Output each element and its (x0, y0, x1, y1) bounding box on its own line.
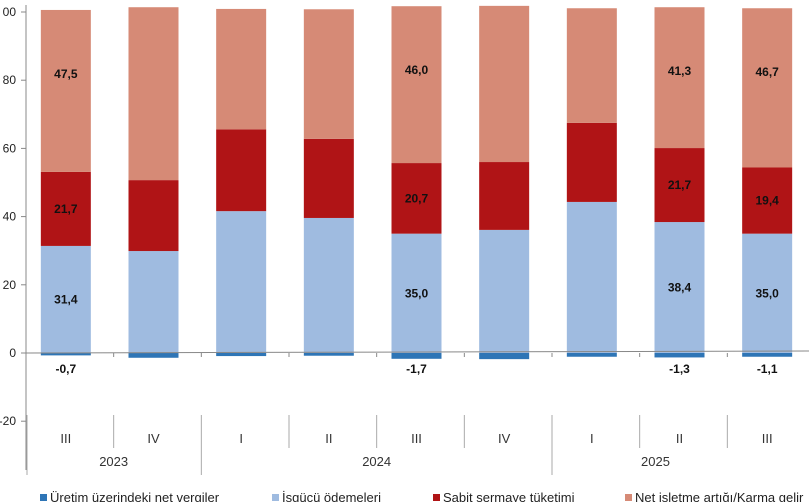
data-label: 41,3 (668, 64, 692, 78)
bars (40, 5, 793, 360)
bar-segment-1 (654, 353, 705, 358)
data-label: 21,7 (668, 178, 692, 192)
data-label: 31,4 (54, 292, 78, 306)
data-label: 19,4 (755, 194, 779, 208)
legend-label: İşgücü ödemeleri (282, 490, 381, 502)
data-label: -1,1 (757, 362, 778, 376)
bar-segment-4 (654, 7, 705, 149)
bar-segment-1 (303, 353, 354, 356)
bar-segment-3 (742, 167, 793, 234)
data-label: 47,5 (54, 67, 78, 81)
legend-swatch (625, 494, 632, 501)
bar-segment-2 (303, 217, 354, 353)
zero-line (25, 350, 809, 354)
bar-segment-3 (566, 122, 617, 202)
bar-segment-4 (391, 6, 442, 164)
bar-segment-4 (479, 5, 530, 163)
legend-swatch (433, 494, 440, 501)
year-label: 2024 (362, 454, 391, 469)
y-tick-label: 40 (3, 210, 17, 224)
legend-swatch (40, 494, 47, 501)
legend-label: Net işletme artığı/Karma gelir (635, 490, 804, 502)
data-label: 46,7 (755, 65, 779, 79)
bar-segment-4 (40, 9, 91, 172)
bar-segment-2 (391, 233, 442, 353)
bar-segment-3 (303, 138, 354, 218)
quarter-label: I (590, 431, 594, 446)
quarter-label: II (325, 431, 332, 446)
bar-segment-2 (566, 201, 617, 353)
bar-segment-1 (566, 353, 617, 357)
data-label: 35,0 (405, 286, 429, 300)
bar-segment-3 (40, 171, 91, 246)
quarter-label: IV (498, 431, 511, 446)
bar-segment-3 (128, 180, 179, 252)
data-label: 46,0 (405, 63, 429, 77)
bar-segment-1 (479, 353, 530, 360)
data-label: 38,4 (668, 281, 692, 295)
data-labels: -0,7 31,4 21,7 47,5 -1,7 35,0 20,7 46,0 -1,3 38,4… (54, 63, 779, 376)
data-label: 35,0 (755, 286, 779, 300)
year-label: 2025 (641, 454, 670, 469)
bar-segment-4 (216, 8, 267, 130)
bar-segment-4 (566, 8, 617, 123)
data-label: -1,7 (406, 362, 427, 376)
year-label: 2023 (99, 454, 128, 469)
bar-segment-3 (479, 162, 530, 230)
data-label: 21,7 (54, 202, 78, 216)
bar-segment-1 (216, 353, 267, 357)
legend-swatch (272, 494, 279, 501)
bar-segment-2 (742, 233, 793, 353)
bar-segment-4 (303, 9, 354, 139)
quarter-label: III (60, 431, 71, 446)
bar-segment-4 (128, 7, 179, 181)
quarter-label: II (676, 431, 683, 446)
bar-segment-1 (742, 353, 793, 357)
data-label: -1,3 (669, 362, 690, 376)
bar-segment-3 (391, 163, 442, 234)
bar-segment-1 (40, 353, 91, 356)
y-tick-label: 00 (3, 5, 17, 19)
bar-segment-2 (216, 211, 267, 353)
bar-segment-2 (654, 222, 705, 353)
bar-segment-3 (654, 148, 705, 223)
bar-segment-1 (128, 353, 179, 358)
y-tick-label: 80 (3, 73, 17, 87)
data-label: 20,7 (405, 191, 429, 205)
bar-segment-3 (216, 129, 267, 212)
quarter-label: I (239, 431, 243, 446)
legend-label: Sabit sermaye tüketimi (443, 490, 575, 502)
data-label: -0,7 (55, 362, 76, 376)
y-tick-label: 0 (9, 346, 16, 360)
bar-segment-2 (40, 245, 91, 353)
bar-segment-4 (742, 8, 793, 168)
bar-segment-1 (391, 353, 442, 359)
y-tick-label: 60 (3, 141, 17, 155)
bar-segment-2 (128, 251, 179, 353)
quarter-label: III (762, 431, 773, 446)
y-tick-label: -20 (0, 414, 16, 428)
y-axis: -20 0 20 40 60 80 00 (0, 5, 27, 470)
y-tick-label: 20 (3, 278, 17, 292)
quarter-label: III (411, 431, 422, 446)
quarter-label: IV (147, 431, 160, 446)
bar-segment-2 (479, 229, 530, 353)
legend: Üretim üzerindeki net vergiler İşgücü öde… (40, 490, 804, 502)
legend-label: Üretim üzerindeki net vergiler (50, 490, 220, 502)
